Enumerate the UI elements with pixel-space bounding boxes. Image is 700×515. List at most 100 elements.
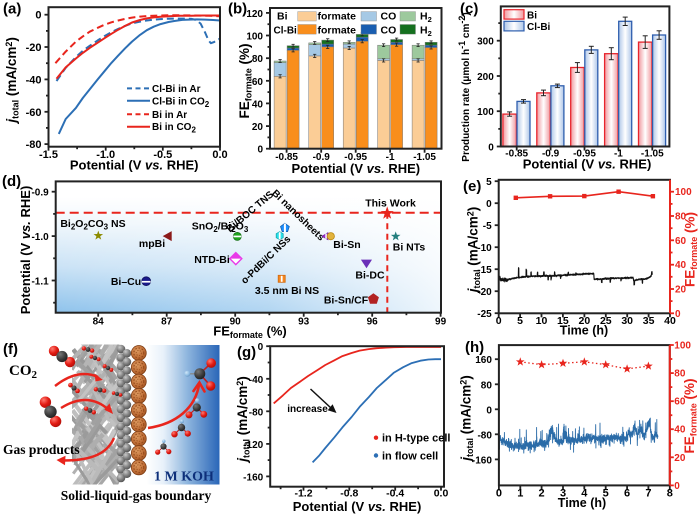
svg-text:8: 8	[667, 487, 673, 499]
svg-text:5: 5	[486, 177, 492, 188]
svg-text:93: 93	[298, 317, 310, 328]
svg-text:Potential (V vs. RHE): Potential (V vs. RHE)	[523, 157, 652, 172]
svg-text:25: 25	[600, 315, 612, 327]
svg-text:10: 10	[536, 315, 548, 327]
svg-text:Cl-Bi: Cl-Bi	[527, 22, 551, 33]
svg-text:Bi NTs: Bi NTs	[393, 242, 426, 254]
svg-text:(b): (b)	[228, 1, 247, 18]
svg-text:-1.05: -1.05	[641, 149, 664, 160]
svg-text:-120: -120	[243, 440, 263, 451]
svg-text:(c): (c)	[460, 1, 478, 18]
svg-text:Cl-Bi: Cl-Bi	[274, 26, 298, 37]
svg-text:-20: -20	[26, 42, 42, 54]
svg-text:3.5 nm Bi NS: 3.5 nm Bi NS	[255, 285, 319, 297]
svg-text:30: 30	[621, 315, 633, 327]
svg-text:1 M KOH: 1 M KOH	[154, 470, 214, 485]
svg-text:87: 87	[161, 317, 173, 328]
svg-text:-0.85: -0.85	[505, 149, 528, 160]
svg-text:84: 84	[93, 317, 105, 328]
svg-text:(a): (a)	[3, 1, 21, 18]
svg-text:Cl-Bi in CO2: Cl-Bi in CO2	[152, 96, 210, 109]
svg-text:-1.0: -1.0	[31, 232, 49, 243]
svg-text:(f): (f)	[3, 341, 18, 358]
svg-text:160: 160	[475, 355, 492, 366]
svg-text:Solid-liquid-gas boundary: Solid-liquid-gas boundary	[61, 488, 212, 503]
svg-text:3: 3	[560, 487, 566, 499]
svg-text:-80: -80	[26, 139, 42, 151]
svg-text:-0.8: -0.8	[340, 488, 358, 500]
svg-text:-60: -60	[26, 107, 42, 119]
svg-text:-15: -15	[477, 265, 492, 276]
svg-text:Cl-Bi in Ar: Cl-Bi in Ar	[152, 84, 201, 95]
svg-text:-1.05: -1.05	[413, 152, 436, 163]
svg-text:H2: H2	[420, 25, 432, 39]
svg-text:Bi: Bi	[277, 11, 288, 23]
svg-text:90: 90	[230, 317, 242, 328]
svg-text:20: 20	[675, 285, 687, 296]
svg-text:-25: -25	[477, 309, 492, 320]
svg-text:60: 60	[674, 397, 686, 408]
svg-text:60: 60	[252, 77, 264, 88]
svg-text:-0.5: -0.5	[153, 149, 172, 161]
svg-text:-10: -10	[477, 243, 492, 254]
svg-text:-0.95: -0.95	[573, 149, 596, 160]
svg-text:-5: -5	[483, 221, 492, 232]
svg-text:40: 40	[252, 99, 264, 110]
svg-text:Potential (V vs. RHE): Potential (V vs. RHE)	[70, 158, 199, 173]
svg-text:300: 300	[477, 37, 494, 48]
svg-text:0: 0	[258, 342, 264, 353]
svg-text:-80: -80	[249, 407, 264, 418]
svg-text:NTD-Bi: NTD-Bi	[194, 254, 230, 266]
svg-text:(g): (g)	[237, 344, 256, 361]
svg-text:-0.4: -0.4	[386, 488, 404, 500]
svg-text:-1: -1	[386, 152, 395, 163]
svg-text:0: 0	[35, 10, 41, 22]
svg-text:20: 20	[579, 315, 591, 327]
svg-text:-20: -20	[477, 287, 492, 298]
svg-text:Bi2O2CO3 NS: Bi2O2CO3 NS	[60, 218, 125, 232]
svg-text:40: 40	[674, 425, 686, 436]
svg-text:(d): (d)	[2, 173, 21, 190]
svg-text:-0.85: -0.85	[275, 152, 298, 163]
svg-text:Bi–Cu: Bi–Cu	[111, 276, 141, 288]
svg-text:120: 120	[246, 9, 263, 20]
svg-text:Potential (V vs. RHE): Potential (V vs. RHE)	[293, 499, 422, 514]
svg-text:(h): (h)	[465, 339, 484, 356]
svg-text:in flow cell: in flow cell	[382, 451, 438, 463]
svg-text:-0.9: -0.9	[313, 152, 331, 163]
svg-text:2: 2	[539, 487, 545, 499]
svg-text:Potential (V vs. RHE): Potential (V vs. RHE)	[292, 161, 421, 176]
svg-text:-0.95: -0.95	[344, 152, 367, 163]
svg-text:Bi-Sn: Bi-Sn	[333, 239, 360, 251]
svg-text:0: 0	[486, 199, 492, 210]
svg-text:80: 80	[481, 380, 493, 391]
svg-text:-160: -160	[472, 455, 492, 466]
svg-text:-80: -80	[477, 430, 492, 441]
svg-text:4: 4	[581, 487, 588, 499]
svg-text:20: 20	[252, 122, 264, 133]
svg-text:This Work: This Work	[365, 198, 416, 210]
svg-text:60: 60	[675, 236, 687, 247]
svg-text:5: 5	[603, 487, 609, 499]
svg-text:7: 7	[645, 487, 651, 499]
svg-text:-1.0: -1.0	[96, 149, 115, 161]
svg-text:CO: CO	[381, 25, 397, 37]
svg-text:formate: formate	[318, 25, 357, 37]
svg-text:Bi: Bi	[527, 10, 537, 21]
svg-text:in H-type cell: in H-type cell	[382, 433, 450, 445]
svg-text:15: 15	[557, 315, 569, 327]
svg-text:96: 96	[367, 317, 379, 328]
svg-text:(e): (e)	[463, 178, 481, 195]
svg-text:-1.5: -1.5	[39, 149, 58, 161]
svg-text:H2: H2	[420, 11, 432, 25]
svg-text:100: 100	[246, 32, 263, 43]
svg-text:formate: formate	[318, 11, 357, 23]
svg-text:jtotal (mA/cm2): jtotal (mA/cm2)	[235, 376, 252, 464]
svg-text:jtotal (mA/cm2): jtotal (mA/cm2)	[466, 207, 483, 295]
svg-text:0: 0	[488, 143, 494, 154]
svg-text:40: 40	[664, 315, 676, 327]
svg-text:0: 0	[496, 487, 502, 499]
svg-text:0.0: 0.0	[434, 488, 449, 500]
svg-text:100: 100	[477, 107, 494, 118]
svg-text:0.0: 0.0	[212, 149, 227, 161]
